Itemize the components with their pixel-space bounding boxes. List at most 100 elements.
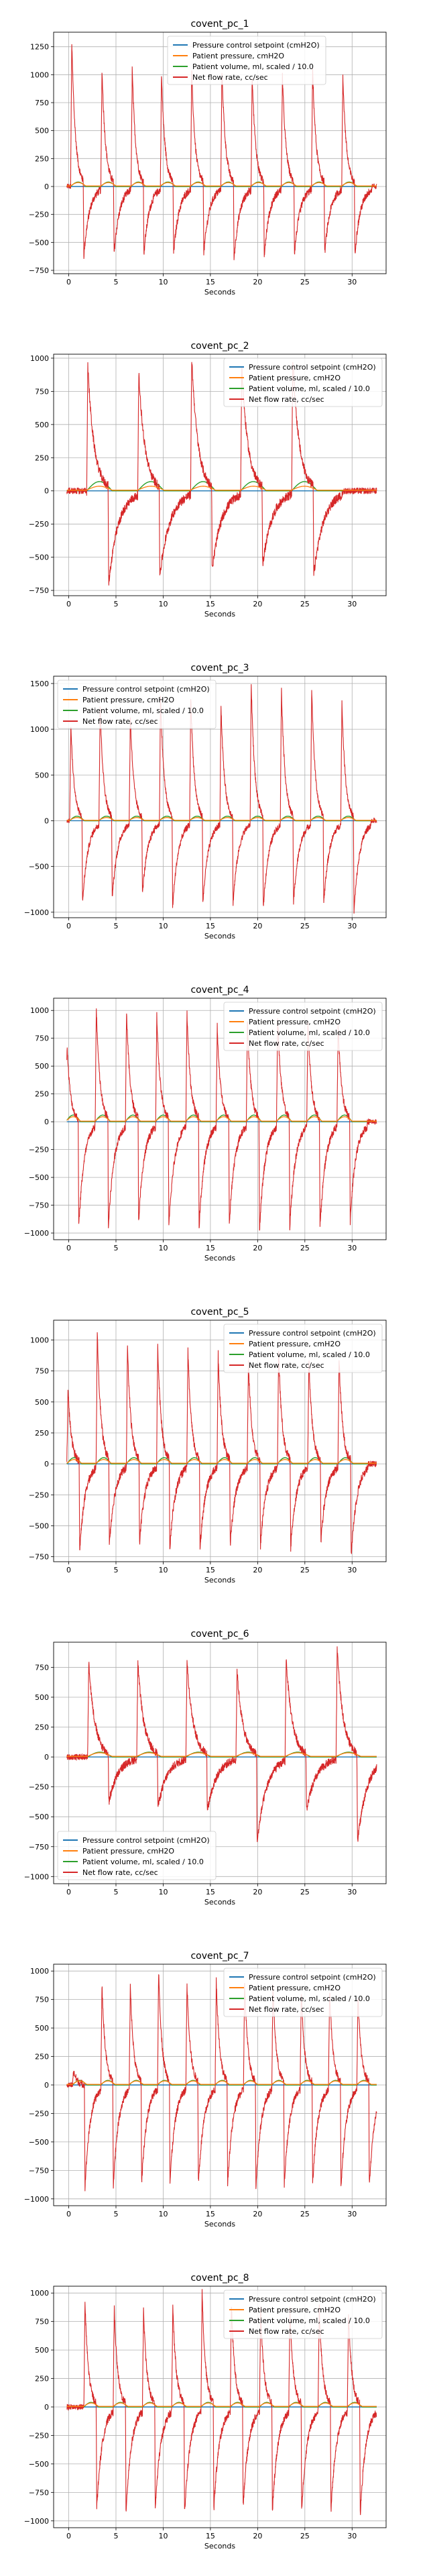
plot-area-frame bbox=[53, 354, 387, 596]
y-tick-label: 750 bbox=[35, 387, 49, 396]
series-line-volume bbox=[66, 2080, 377, 2086]
y-tick-label: −1000 bbox=[24, 1229, 49, 1238]
y-tick-label: −1000 bbox=[24, 2195, 49, 2204]
legend-box bbox=[57, 680, 217, 729]
legend: Pressure control setpoint (cmH2O) Patient… bbox=[223, 1324, 383, 1373]
x-tick-label: 10 bbox=[158, 278, 168, 286]
x-tick-label: 30 bbox=[347, 2532, 357, 2540]
legend-box bbox=[223, 1002, 383, 1051]
legend: Pressure control setpoint (cmH2O) Patient… bbox=[57, 1831, 217, 1880]
plot-area-frame bbox=[53, 2286, 387, 2528]
legend-entry: Net flow rate, cc/sec bbox=[249, 1039, 324, 1048]
plot-area-frame bbox=[53, 32, 387, 274]
y-tick-label: −750 bbox=[29, 2166, 49, 2175]
legend-entry: Patient volume, ml, scaled / 10.0 bbox=[249, 1350, 370, 1359]
x-tick-label: 20 bbox=[253, 922, 262, 930]
y-tick-label: −250 bbox=[29, 1783, 49, 1792]
series-line-flow bbox=[66, 1332, 377, 1554]
series-line-volume bbox=[66, 1457, 377, 1464]
x-tick-label: 0 bbox=[66, 1244, 71, 1252]
plot-area-frame bbox=[53, 998, 387, 1240]
chart-title: covent_pc_1 bbox=[190, 19, 249, 30]
series-line-pressure bbox=[66, 1459, 377, 1464]
chart-title: covent_pc_5 bbox=[190, 1307, 249, 1318]
legend-entry: Pressure control setpoint (cmH2O) bbox=[249, 1329, 376, 1338]
x-tick-label: 30 bbox=[347, 2210, 357, 2218]
y-tick-label: −250 bbox=[29, 211, 49, 219]
x-tick-label: 0 bbox=[66, 2532, 71, 2540]
legend-box bbox=[223, 358, 383, 407]
x-tick-label: 30 bbox=[347, 922, 357, 930]
series-line-pressure bbox=[66, 486, 377, 491]
y-tick-label: 500 bbox=[35, 1062, 49, 1071]
x-tick-label: 5 bbox=[114, 2210, 119, 2218]
chart-panel: 0 5 10 15 20 25 30 −1000 −750 −500 −250 0 250 500 750 1… bbox=[24, 2273, 387, 2551]
series-line-flow bbox=[66, 684, 377, 914]
x-tick-label: 10 bbox=[158, 1244, 168, 1252]
y-tick-label: 250 bbox=[35, 2375, 49, 2383]
y-tick-label: 0 bbox=[44, 182, 49, 191]
series-line-volume bbox=[66, 1114, 377, 1122]
x-tick-label: 20 bbox=[253, 600, 262, 608]
legend-box bbox=[223, 2290, 383, 2339]
y-tick-label: 250 bbox=[35, 453, 49, 462]
x-tick-label: 10 bbox=[158, 2210, 168, 2218]
y-tick-label: 0 bbox=[44, 2403, 49, 2412]
legend-entry: Patient volume, ml, scaled / 10.0 bbox=[249, 1994, 370, 2003]
x-tick-label: 5 bbox=[114, 1566, 119, 1574]
x-tick-label: 5 bbox=[114, 600, 119, 608]
y-tick-label: −1000 bbox=[24, 908, 49, 917]
legend-entry: Pressure control setpoint (cmH2O) bbox=[82, 685, 210, 694]
legend-entry: Patient volume, ml, scaled / 10.0 bbox=[249, 2316, 370, 2325]
x-tick-label: 5 bbox=[114, 2532, 119, 2540]
x-tick-label: 0 bbox=[66, 600, 71, 608]
legend: Pressure control setpoint (cmH2O) Patient… bbox=[167, 36, 326, 85]
legend-entry: Patient pressure, cmH2O bbox=[249, 374, 341, 382]
y-tick-label: −250 bbox=[29, 520, 49, 529]
legend: Pressure control setpoint (cmH2O) Patient… bbox=[223, 1968, 383, 2017]
chart-panel: 0 5 10 15 20 25 30 −1000 −750 −500 −250 0 250 500 750 1… bbox=[24, 985, 387, 1263]
series-line-volume bbox=[66, 481, 377, 492]
x-tick-label: 20 bbox=[253, 1566, 262, 1574]
legend-entry: Patient pressure, cmH2O bbox=[249, 1018, 341, 1026]
x-tick-label: 0 bbox=[66, 278, 71, 286]
x-tick-label: 25 bbox=[300, 1888, 310, 1896]
series-line-pressure bbox=[66, 182, 377, 186]
legend-entry: Patient volume, ml, scaled / 10.0 bbox=[192, 62, 314, 71]
chart-panel: 0 5 10 15 20 25 30 −750 −500 −250 0 250 500 750 1000 co… bbox=[29, 341, 387, 619]
y-tick-label: 250 bbox=[35, 1723, 49, 1732]
y-tick-label: 500 bbox=[35, 2024, 49, 2033]
y-tick-label: 750 bbox=[35, 1034, 49, 1043]
y-tick-label: 0 bbox=[44, 2081, 49, 2090]
y-tick-label: 0 bbox=[44, 1118, 49, 1126]
x-tick-label: 15 bbox=[206, 922, 215, 930]
x-axis-label: Seconds bbox=[204, 2220, 235, 2229]
x-tick-label: 0 bbox=[66, 1566, 71, 1574]
x-tick-label: 25 bbox=[300, 2532, 310, 2540]
x-tick-label: 5 bbox=[114, 1244, 119, 1252]
y-tick-label: 1000 bbox=[30, 1336, 49, 1345]
plot-area-frame bbox=[53, 1642, 387, 1884]
legend-entry: Net flow rate, cc/sec bbox=[82, 1868, 158, 1877]
chart-panel: 0 5 10 15 20 25 30 −1000 −750 −500 −250 0 250 500 750 c… bbox=[24, 1629, 387, 1907]
x-axis-label: Seconds bbox=[204, 1898, 235, 1907]
y-tick-label: −500 bbox=[29, 553, 49, 562]
y-tick-label: 0 bbox=[44, 1753, 49, 1762]
series-line-pressure bbox=[66, 817, 377, 821]
chart-panel: 0 5 10 15 20 25 30 −750 −500 −250 0 250 500 750 1000 12… bbox=[29, 19, 387, 297]
y-tick-label: −250 bbox=[29, 1491, 49, 1499]
legend-entry: Patient volume, ml, scaled / 10.0 bbox=[82, 706, 204, 715]
x-axis-label: Seconds bbox=[204, 1576, 235, 1585]
x-axis-label: Seconds bbox=[204, 932, 235, 941]
x-tick-label: 0 bbox=[66, 2210, 71, 2218]
y-tick-label: 750 bbox=[35, 1663, 49, 1672]
y-tick-label: −750 bbox=[29, 586, 49, 595]
y-tick-label: 500 bbox=[35, 1398, 49, 1407]
y-tick-label: 750 bbox=[35, 99, 49, 107]
legend-entry: Pressure control setpoint (cmH2O) bbox=[249, 363, 376, 372]
x-tick-label: 10 bbox=[158, 600, 168, 608]
y-tick-label: −750 bbox=[29, 2488, 49, 2497]
plot-area-frame bbox=[53, 1964, 387, 2206]
legend-entry: Pressure control setpoint (cmH2O) bbox=[249, 1007, 376, 1016]
